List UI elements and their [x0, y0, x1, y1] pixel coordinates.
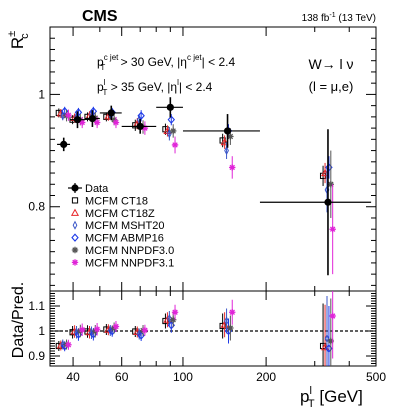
lepton-flavour-label: (l = μ,e): [309, 79, 354, 94]
prediction-point: [78, 119, 86, 126]
legend-label: Data: [85, 183, 109, 195]
prediction-point: [89, 107, 98, 116]
ratio-point: [324, 333, 330, 344]
legend-marker: [71, 184, 79, 192]
svg-text:R±c: R±c: [6, 31, 31, 49]
process-label: W→ l ν: [308, 56, 353, 72]
ratio-point: [167, 313, 172, 324]
experiment-label: CMS: [82, 8, 118, 25]
ratio-point: [78, 326, 86, 333]
prediction-point: [220, 137, 229, 146]
ratio-point: [93, 326, 101, 333]
prediction-point: [93, 119, 101, 126]
prediction-point: [74, 108, 83, 117]
legend-label: MCFM NNPDF3.0: [85, 245, 174, 257]
prediction-point: [227, 133, 234, 140]
legend-marker: [72, 220, 78, 230]
y-tick-label-bottom: 1: [38, 324, 45, 338]
x-tick-label: 200: [256, 370, 276, 384]
y-tick-label-bottom: 0.9: [28, 349, 45, 363]
y-tick-label-top: 1: [38, 87, 45, 101]
prediction-point: [65, 111, 72, 119]
luminosity-label: 138 fb-1 (13 TeV): [302, 12, 376, 24]
x-tick-label: 60: [115, 370, 129, 384]
ratio-point: [169, 316, 177, 323]
prediction-point: [327, 181, 335, 188]
y-axis-title-top: R±c: [6, 31, 31, 49]
ratio-point: [171, 309, 179, 316]
prediction-point: [229, 164, 236, 171]
x-tick-label: 40: [66, 370, 80, 384]
legend-label: MCFM MSHT20: [85, 220, 164, 232]
ratio-point: [141, 327, 149, 334]
ratio-point: [162, 317, 169, 325]
x-axis-title: pl T [GeV]: [300, 385, 363, 410]
ratio-point: [65, 341, 72, 348]
prediction-point: [329, 226, 336, 233]
ratio-point: [227, 324, 234, 332]
data-point: [88, 114, 97, 123]
jet-cut-annotation: pc jet T > 30 GeV, |ηc jet| < 2.4: [97, 53, 235, 72]
legend-label: MCFM NNPDF3.1: [85, 257, 174, 269]
prediction-point: [169, 127, 177, 135]
x-tick-label: 500: [366, 370, 386, 384]
lepton-cut-annotation: pl T > 35 GeV, |ηl| < 2.4: [97, 78, 213, 97]
legend-marker: [71, 246, 79, 254]
data-point: [166, 103, 174, 111]
data-point: [60, 140, 68, 148]
data-point: [324, 198, 332, 206]
ratio-point: [112, 323, 120, 330]
prediction-point: [141, 124, 149, 132]
data-point: [223, 127, 232, 135]
svg-text:Data/Pred.: Data/Pred.: [10, 282, 27, 358]
prediction-point: [112, 119, 120, 126]
data-point: [73, 116, 82, 124]
prediction-point: [171, 141, 179, 149]
y-axis-title-bottom: Data/Pred.: [10, 282, 27, 358]
legend-marker: [71, 197, 79, 204]
legend-label: MCFM CT18Z: [85, 208, 155, 220]
prediction-point: [103, 113, 110, 120]
legend-marker: [70, 208, 80, 216]
legend-marker: [71, 259, 79, 266]
legend-marker: [71, 233, 79, 242]
legend-label: MCFM ABMP16: [85, 233, 164, 245]
prediction-point: [224, 145, 229, 156]
prediction-point: [55, 109, 62, 117]
x-tick-label: 100: [173, 370, 193, 384]
ratio-point: [229, 309, 236, 316]
ratio-point: [224, 316, 229, 326]
y-tick-label-top: 0.8: [28, 200, 45, 214]
prediction-point: [167, 129, 172, 139]
ratio-point: [329, 312, 336, 320]
data-point: [107, 109, 115, 117]
legend-label: MCFM CT18: [85, 195, 148, 207]
ratio-point: [327, 337, 335, 345]
prediction-point: [110, 116, 118, 123]
data-layer: [55, 97, 372, 366]
prediction-point: [167, 115, 176, 124]
ratio-point: [219, 322, 226, 330]
data-point: [136, 122, 144, 131]
y-tick-label-bottom: 1.1: [28, 299, 45, 313]
prediction-point: [137, 111, 145, 120]
axes-layer: 40 60 100 200 500 0.8 1 0.9 1 1.1: [28, 27, 386, 384]
